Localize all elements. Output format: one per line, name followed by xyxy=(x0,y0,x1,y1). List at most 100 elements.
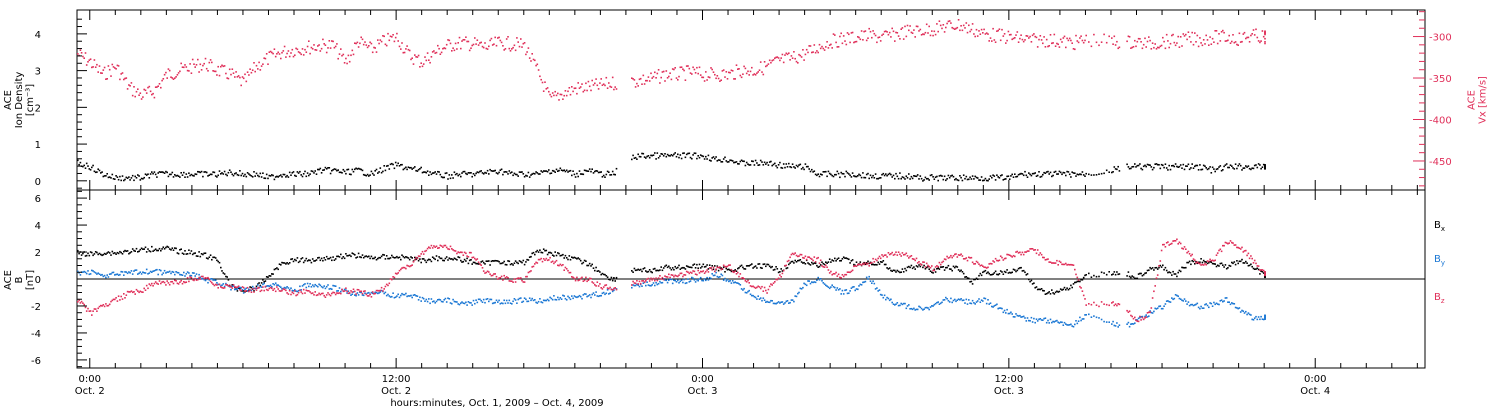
vx-point xyxy=(129,85,131,87)
vx-point xyxy=(1191,31,1193,34)
b-by-point xyxy=(1259,318,1261,321)
b-by-point xyxy=(693,279,696,281)
b-by-point xyxy=(516,302,518,304)
b-by-point xyxy=(292,290,295,292)
ion-density-point xyxy=(1081,171,1084,173)
ion-density-point xyxy=(1052,174,1054,177)
b-bz-point xyxy=(176,282,179,285)
b-bz-point xyxy=(1127,311,1130,313)
b-bx-point xyxy=(521,261,523,264)
b-by-point xyxy=(863,281,865,283)
b-bx-point xyxy=(537,251,540,253)
b-bz-point xyxy=(839,276,841,279)
ion-density-point xyxy=(577,175,579,178)
b-by-point xyxy=(748,289,750,292)
b-bx-point xyxy=(145,251,148,253)
vx-point xyxy=(641,83,643,85)
b-by-point xyxy=(761,299,763,302)
b-by-point xyxy=(691,276,693,279)
vx-point xyxy=(331,40,333,42)
vx-point xyxy=(733,78,735,80)
vx-point xyxy=(365,44,368,46)
b-by-point xyxy=(892,303,895,305)
ion-density-point xyxy=(685,153,688,156)
vx-point xyxy=(1264,32,1266,34)
b-by-point xyxy=(1163,305,1165,307)
ion-density-point xyxy=(1195,164,1197,167)
ion-density-point xyxy=(528,176,531,178)
b-bx-point xyxy=(410,256,412,258)
ion-density-point xyxy=(939,174,942,177)
ion-density-point xyxy=(886,174,888,177)
b-bz-point xyxy=(479,263,481,265)
b-bz-point xyxy=(472,256,475,259)
b-bz-point xyxy=(758,286,761,288)
ion-density-point xyxy=(1164,163,1167,165)
ion-density-point xyxy=(555,168,558,171)
b-bz-point xyxy=(701,270,703,273)
b-bx-point xyxy=(586,264,588,267)
ion-density-point xyxy=(1176,165,1178,168)
vx-point xyxy=(1093,33,1095,36)
b-bz-point xyxy=(853,265,855,268)
vx-point xyxy=(814,51,817,54)
vx-point xyxy=(401,42,403,44)
b-by-point xyxy=(872,280,874,282)
b-bz-point xyxy=(541,260,544,263)
ion-density-point xyxy=(385,165,388,167)
ion-density-point xyxy=(225,173,227,176)
b-by-point xyxy=(285,287,287,289)
b-by-point xyxy=(337,290,339,292)
b-bx-point xyxy=(1191,260,1193,262)
b-by-point xyxy=(701,279,703,282)
b-by-point xyxy=(98,273,101,275)
ion-density-point xyxy=(759,159,762,162)
vx-point xyxy=(964,27,966,29)
ion-density-point xyxy=(702,155,705,158)
b-bz-point xyxy=(830,270,832,273)
b-bz-point xyxy=(675,275,678,277)
b-by-point xyxy=(1231,302,1233,304)
b-bz-point xyxy=(470,251,472,254)
b-bz-point xyxy=(1135,319,1137,322)
b-bx-point xyxy=(281,261,283,264)
b-by-point xyxy=(899,304,901,307)
legend-bz: Bz xyxy=(1434,292,1445,305)
b-by-point xyxy=(216,282,218,284)
b-by-point xyxy=(882,296,885,299)
b-bx-point xyxy=(242,290,245,292)
b-bz-point xyxy=(749,285,752,287)
vx-point xyxy=(943,31,946,33)
b-bz-point xyxy=(1145,316,1147,318)
b-bx-point xyxy=(236,290,239,292)
vx-point xyxy=(994,41,997,43)
vx-point xyxy=(936,23,938,25)
ion-density-point xyxy=(675,155,678,158)
vx-point xyxy=(860,30,863,32)
b-bx-point xyxy=(153,249,156,252)
b-by-point xyxy=(993,305,996,307)
b-by-point xyxy=(878,289,881,291)
b-bz-point xyxy=(297,291,300,294)
b-bz-point xyxy=(842,275,845,278)
vx-point xyxy=(553,94,555,97)
b-bz-point xyxy=(804,255,807,258)
b-bz-point xyxy=(1080,287,1082,289)
b-bx-point xyxy=(840,259,842,262)
b-bx-point xyxy=(179,249,181,251)
ion-density-point xyxy=(585,169,587,172)
b-bx-point xyxy=(443,259,445,262)
b-by-point xyxy=(938,303,941,305)
b-by-point xyxy=(1264,318,1266,320)
vx-point xyxy=(475,43,477,45)
ion-density-point xyxy=(1142,165,1145,168)
b-bz-point xyxy=(973,263,975,265)
vx-point xyxy=(525,53,527,56)
b-bz-point xyxy=(267,289,269,292)
b-by-point xyxy=(360,291,362,294)
vx-point xyxy=(715,77,717,80)
vx-point xyxy=(725,71,728,73)
b-bz-point xyxy=(1234,244,1237,246)
b-by-point xyxy=(536,302,539,304)
b-bz-point xyxy=(807,256,809,258)
